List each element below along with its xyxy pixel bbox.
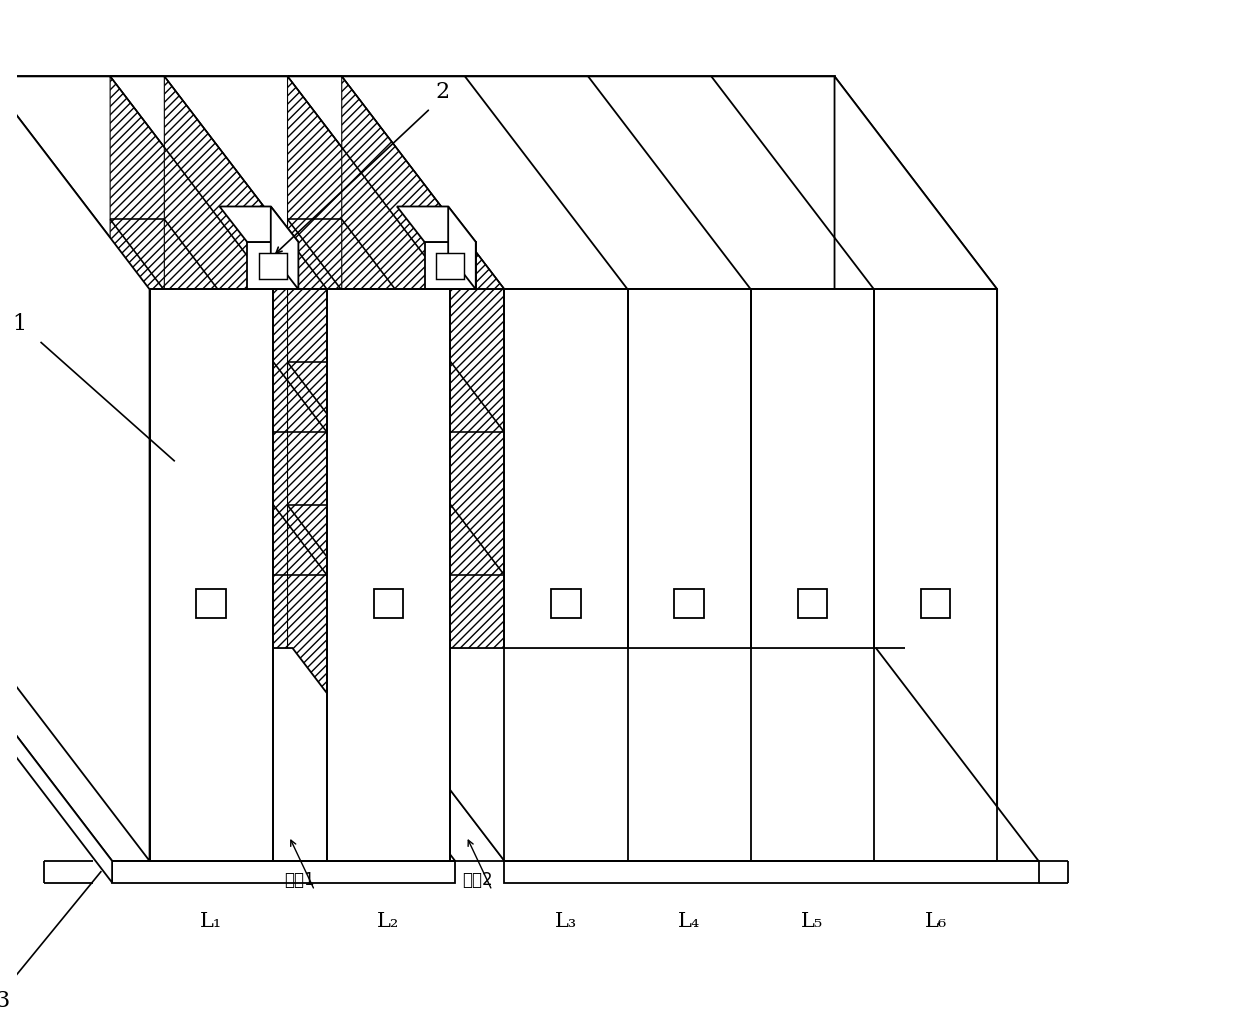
Text: 3: 3 [0,990,10,1012]
Polygon shape [112,861,455,882]
Polygon shape [219,206,299,242]
Polygon shape [448,206,476,289]
Polygon shape [424,242,476,289]
Polygon shape [436,252,464,279]
Polygon shape [0,76,150,861]
Polygon shape [373,589,403,619]
Polygon shape [835,76,997,861]
Polygon shape [196,589,226,619]
Polygon shape [288,76,450,861]
Polygon shape [0,648,455,861]
Polygon shape [247,242,299,289]
Polygon shape [874,289,997,861]
Polygon shape [270,206,299,289]
Polygon shape [797,589,827,619]
Polygon shape [259,252,286,279]
Text: L₁: L₁ [200,912,222,932]
Polygon shape [675,589,704,619]
Text: 1: 1 [12,313,26,334]
Polygon shape [921,589,950,619]
Polygon shape [327,289,450,861]
Polygon shape [150,289,273,861]
Polygon shape [342,76,505,861]
Polygon shape [750,289,874,861]
Polygon shape [0,76,835,648]
Polygon shape [0,76,997,289]
Polygon shape [0,648,112,882]
Polygon shape [551,589,580,619]
Text: L₄: L₄ [678,912,701,932]
Text: L₃: L₃ [554,912,577,932]
Polygon shape [165,76,327,861]
Polygon shape [627,289,750,861]
Polygon shape [505,861,1039,882]
Text: L₂: L₂ [377,912,399,932]
Text: L₆: L₆ [925,912,946,932]
Polygon shape [342,648,1039,861]
Text: L₅: L₅ [801,912,823,932]
Polygon shape [110,76,273,861]
Polygon shape [397,206,476,242]
Polygon shape [505,289,627,861]
Text: 通卓2: 通卓2 [463,871,492,889]
Text: 通卓1: 通卓1 [284,871,315,889]
Text: 2: 2 [435,81,449,104]
